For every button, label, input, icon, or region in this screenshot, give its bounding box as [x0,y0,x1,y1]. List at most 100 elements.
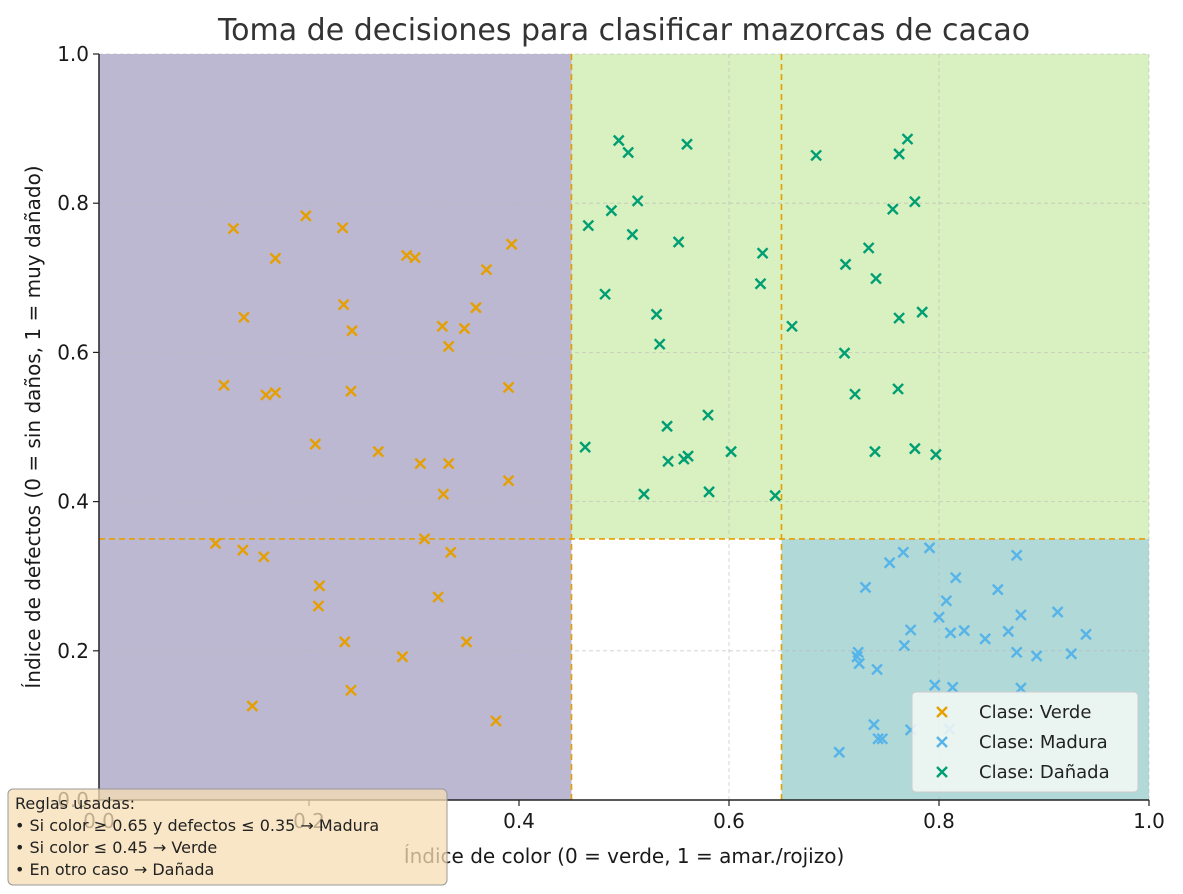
legend: Clase: Verde Clase: Madura Clase: Dañada [911,691,1139,793]
data-point [851,650,863,663]
data-point [238,311,250,324]
y-axis-label: Índice de defectos (0 = sin daños, 1 = m… [21,165,45,688]
data-point [605,204,618,217]
data-point [754,277,767,290]
data-point [944,627,957,639]
legend-marker [936,736,948,748]
data-point [923,542,936,554]
data-point [612,134,625,147]
legend-marker [936,706,948,718]
x-axis-label: Índice de color (0 = verde, 1 = amar./ro… [404,844,845,868]
data-point [897,546,910,559]
data-point [237,544,249,556]
chart-title: Toma de decisiones para clasificar mazor… [217,13,1030,48]
data-point [946,681,959,694]
data-point [849,388,861,401]
data-point [916,306,929,318]
rules-line: • Si color ≤ 0.45 → Verde [15,838,217,857]
data-point [862,242,875,254]
legend-box [911,691,1139,793]
data-point [940,594,953,607]
data-point [909,442,921,455]
series-1 [833,542,1092,759]
data-point [414,457,427,470]
data-point [892,383,904,395]
data-point [1002,625,1015,638]
data-point [662,455,674,468]
data-point [1010,549,1023,562]
data-point [1030,650,1043,662]
data-point [260,389,272,401]
series-2 [579,133,942,502]
data-point [933,611,945,624]
legend-label: Clase: Madura [979,732,1108,753]
data-point [490,715,502,727]
data-point [505,238,518,251]
data-point [839,258,852,271]
scatter-points [209,133,1092,759]
data-point [638,488,650,500]
data-point [769,489,782,502]
data-point [442,457,455,470]
data-point [1015,609,1027,621]
data-point [786,320,798,333]
data-point [886,203,899,216]
data-point [672,236,685,248]
data-point [631,195,644,207]
data-point [372,445,385,458]
data-point [442,340,455,353]
data-point [336,221,349,234]
x-tick-label: 0.4 [503,809,535,833]
data-point [904,624,917,636]
legend-label: Clase: Dañada [979,762,1110,783]
data-point [309,438,322,451]
data-point [868,718,880,731]
data-point [1080,628,1092,641]
data-point [582,219,595,232]
data-point [653,338,666,351]
data-point [346,324,358,337]
data-point [269,386,282,399]
data-point [833,746,846,759]
legend-marker [936,766,948,778]
data-point [1051,606,1064,618]
data-point [622,146,635,159]
data-point [396,650,409,663]
rules-annotation: Reglas usadas: • Si color ≥ 0.65 y defect… [7,788,448,886]
data-point [928,679,941,691]
region-dañada [571,54,1149,539]
data-point [400,249,413,262]
data-point [859,581,872,594]
data-point [345,385,357,398]
data-point [898,639,911,652]
y-tick-label: 1.0 [57,42,89,66]
data-point [1015,682,1027,694]
data-point [681,138,693,151]
region-verde [99,54,572,800]
data-point [437,488,450,500]
data-point [702,409,714,421]
data-point [209,537,222,550]
legend-label: Clase: Verde [979,702,1091,723]
data-point [246,700,259,712]
y-tick-label: 0.2 [57,639,89,663]
data-point [300,210,312,222]
data-point [502,474,515,487]
data-point [269,252,282,265]
data-point [810,149,822,162]
data-point [909,195,921,208]
rules-box-background [7,788,448,886]
rules-line: • En otro caso → Dañada [15,860,214,879]
data-point [871,663,883,676]
data-point [444,546,457,559]
rules-line: Reglas usadas: [15,794,135,813]
data-point [599,288,611,301]
data-point [227,222,240,235]
data-point [626,228,639,241]
data-point [650,308,663,321]
data-point [502,381,515,394]
rules-line: • Si color ≥ 0.65 y defectos ≤ 0.35 → Ma… [15,816,379,835]
data-point [682,450,694,462]
threshold-lines [99,54,1149,800]
